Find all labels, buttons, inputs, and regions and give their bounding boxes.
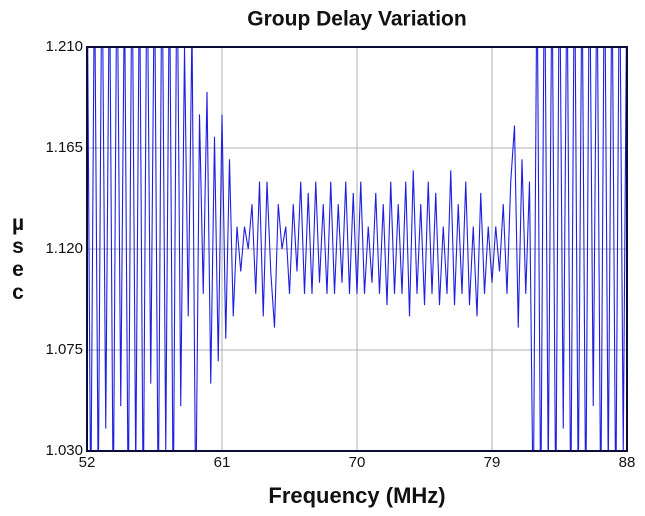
plot-frame xyxy=(86,46,628,452)
y-tick-label: 1.165 xyxy=(45,139,83,156)
x-axis-label: Frequency (MHz) xyxy=(268,483,445,508)
y-tick-label: 1.075 xyxy=(45,341,83,358)
x-tick-label: 52 xyxy=(79,454,96,471)
x-tick-label: 61 xyxy=(214,454,231,471)
x-tick-label: 88 xyxy=(619,454,636,471)
data-line xyxy=(87,47,627,451)
y-axis-label: µsec xyxy=(7,212,30,304)
x-tick-label: 79 xyxy=(484,454,501,471)
y-tick-label: 1.120 xyxy=(45,240,83,257)
y-tick-label: 1.030 xyxy=(45,442,83,459)
x-tick-label: 70 xyxy=(349,454,366,471)
chart-title: Group Delay Variation xyxy=(247,8,466,31)
y-tick-label: 1.210 xyxy=(45,38,83,55)
